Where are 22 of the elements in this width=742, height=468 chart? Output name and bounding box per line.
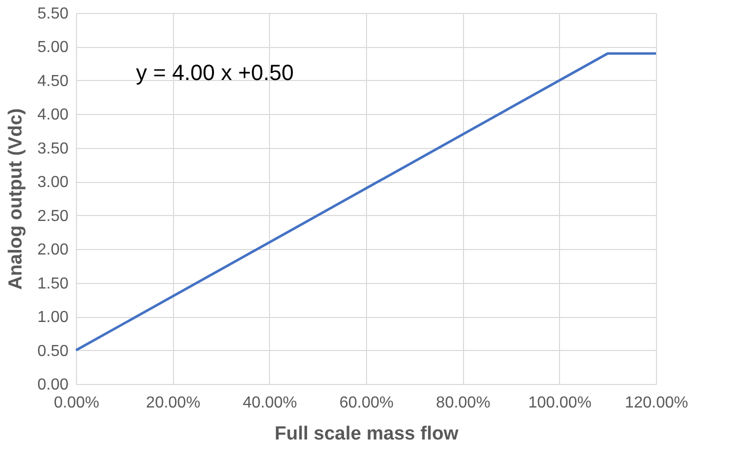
y-axis-title: Analog output (Vdc) xyxy=(5,108,26,290)
annotation: y = 4.00 x +0.50 xyxy=(136,60,294,85)
y-tick-label: 0.00 xyxy=(37,376,69,394)
x-tick-label: 20.00% xyxy=(146,394,200,412)
y-tick-label: 4.50 xyxy=(37,72,69,90)
y-tick-label: 0.50 xyxy=(37,342,69,360)
x-tick-label: 80.00% xyxy=(436,394,490,412)
x-tick-label: 0.00% xyxy=(54,394,100,412)
y-tick-label: 2.00 xyxy=(37,242,69,259)
x-tick-label: 100.00% xyxy=(528,394,592,412)
x-tick-label: 40.00% xyxy=(242,394,297,412)
y-tick-label: 1.00 xyxy=(37,309,69,326)
y-tick-label: 3.50 xyxy=(37,140,69,158)
x-tick-label: 60.00% xyxy=(339,394,394,412)
x-axis-title: Full scale mass flow xyxy=(274,424,459,444)
y-tick-label: 5.50 xyxy=(37,6,69,22)
y-tick-label: 2.50 xyxy=(37,208,69,225)
y-tick-label: 3.00 xyxy=(37,174,69,192)
y-tick-label: 4.00 xyxy=(37,106,69,124)
x-tick-label: 120.00% xyxy=(624,394,688,412)
y-tick-label: 5.00 xyxy=(37,39,69,56)
y-tick-label: 1.50 xyxy=(37,275,69,292)
